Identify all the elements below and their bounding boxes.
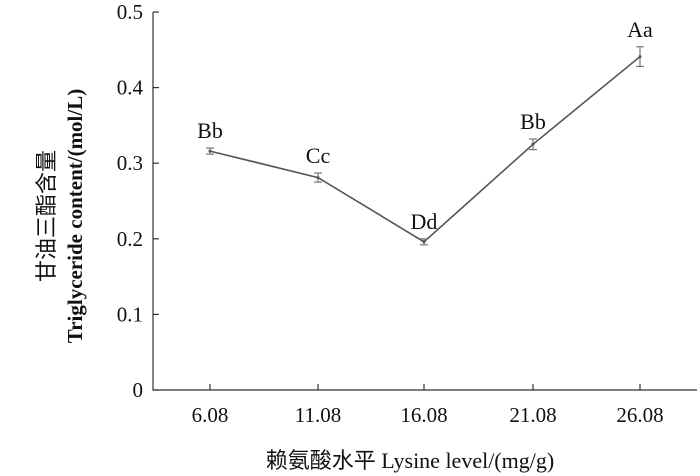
axes <box>152 12 697 391</box>
y-axis-title-cn: 甘油三酯含量 <box>34 150 59 282</box>
y-tick-label: 0.1 <box>117 302 143 326</box>
x-tick-label: 6.08 <box>192 403 229 427</box>
data-point <box>531 142 535 146</box>
series-group <box>206 46 644 246</box>
significance-label: Bb <box>197 118 223 143</box>
axis-frame <box>152 12 697 391</box>
significance-label: Cc <box>306 143 331 168</box>
y-tick-label: 0 <box>133 378 144 402</box>
x-axis-title: 赖氨酸水平 Lysine level/(mg/g) <box>266 448 554 473</box>
data-point <box>316 176 320 180</box>
y-tick-label: 0.5 <box>117 0 143 24</box>
y-tick-label: 0.4 <box>117 76 144 100</box>
y-axis-ticks: 0 0.1 0.2 0.3 0.4 0.5 <box>117 0 159 402</box>
x-tick-label: 21.08 <box>509 403 556 427</box>
significance-label: Dd <box>411 209 438 234</box>
data-point <box>208 149 212 153</box>
y-tick-label: 0.2 <box>117 227 143 251</box>
data-point <box>422 240 426 244</box>
significance-label: Aa <box>627 17 653 42</box>
x-axis-ticks: 6.08 11.08 16.08 21.08 26.08 <box>192 384 664 427</box>
y-tick-label: 0.3 <box>117 151 143 175</box>
x-tick-label: 11.08 <box>295 403 341 427</box>
data-labels: Bb Cc Dd Bb Aa <box>197 17 653 234</box>
y-axis-title-group: 甘油三酯含量 Triglyceride content/(mol/L) <box>34 89 87 343</box>
x-tick-label: 16.08 <box>400 403 447 427</box>
x-tick-label: 26.08 <box>616 403 663 427</box>
y-axis-title-en: Triglyceride content/(mol/L) <box>63 89 87 343</box>
significance-label: Bb <box>520 109 546 134</box>
data-point <box>638 55 642 59</box>
